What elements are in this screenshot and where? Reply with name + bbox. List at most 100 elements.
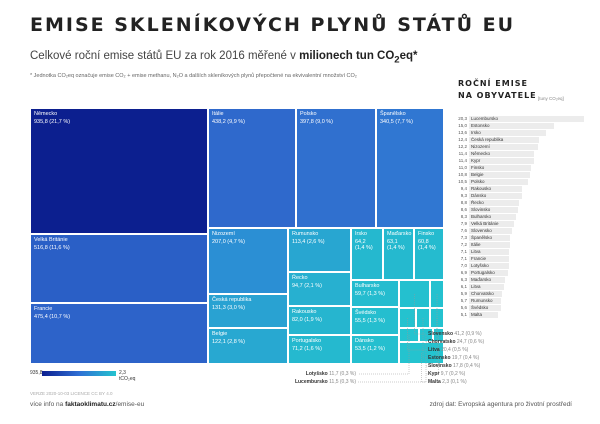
callout-value: 17,8 (0,4 %) [453, 363, 480, 369]
per-capita-row: 5,7 Rumunsko [458, 297, 588, 304]
per-capita-row: 7,2 Itálie [458, 241, 588, 248]
per-capita-value: 8,8 [458, 199, 467, 206]
treemap-tile: Rumunsko 113,4 (2,6 %) [288, 228, 351, 272]
per-capita-row: 12,4 Česká republika [458, 136, 588, 143]
treemap-tile [430, 308, 444, 328]
per-capita-country: Estonsko [471, 122, 490, 129]
tile-value-label: 53,5 (1,2 %) [355, 346, 385, 352]
treemap-tile: Česká republika 131,3 (3,0 %) [208, 294, 288, 328]
treemap-tile: Dánsko 53,5 (1,2 %) [351, 335, 399, 364]
per-capita-value: 6,1 [458, 283, 467, 290]
callout-country: Slovensko [428, 331, 454, 337]
callout-label: Chorvatsko 24,7 (0,6 %) [428, 339, 484, 345]
per-capita-row: 5,6 Švédsko [458, 304, 588, 311]
tile-country-name: Česká republika [212, 297, 251, 303]
per-capita-row: 7,6 Slovensko [458, 227, 588, 234]
treemap-tile [399, 280, 430, 308]
per-capita-country: Řecko [471, 199, 484, 206]
treemap-tile: Švédsko 55,5 (1,3 %) [351, 307, 399, 335]
tile-country-name: Itálie [212, 111, 224, 117]
per-capita-country: Malta [471, 311, 482, 318]
per-capita-value: 8,6 [458, 206, 467, 213]
treemap-tile: Polsko 397,8 (9,0 %) [296, 108, 376, 228]
per-capita-country: Irsko [471, 129, 481, 136]
callout-country: Litva [428, 347, 441, 353]
per-capita-title: ROČNÍ EMISE NA OBYVATELE [458, 78, 537, 102]
tile-country-name: Španělsko [380, 111, 406, 117]
legend-max-label: 935,8 [30, 370, 43, 376]
per-capita-country: Itálie [471, 241, 481, 248]
per-capita-row: 7,1 Francie [458, 255, 588, 262]
per-capita-value: 11,0 [458, 164, 467, 171]
per-capita-value: 5,6 [458, 304, 467, 311]
callout-country: Estonsko [428, 355, 452, 361]
tile-country-name: Belgie [212, 331, 227, 337]
per-capita-row: 7,0 Lotyšsko [458, 262, 588, 269]
tile-share-part: (1,4 %) [355, 245, 373, 251]
per-capita-value: 8,3 [458, 213, 467, 220]
version-label: VERZE 2020-10-03 LICENCE CC BY 4.0 [30, 391, 112, 396]
treemap-tile: Španělsko 340,5 (7,7 %) [376, 108, 444, 228]
per-capita-value: 7,1 [458, 255, 467, 262]
callout-country: Malta [428, 379, 442, 385]
per-capita-row: 10,8 Belgie [458, 171, 588, 178]
per-capita-country: Litva [471, 248, 481, 255]
tile-value-label: 64,2 (1,4 %) [355, 239, 373, 251]
per-capita-unit: [tuny CO₂eq] [538, 96, 564, 101]
per-capita-value: 7,9 [458, 220, 467, 227]
per-capita-country: Polsko [471, 178, 485, 185]
per-capita-row: 13,6 Irsko [458, 129, 588, 136]
per-capita-value: 12,2 [458, 143, 467, 150]
tile-value-label: 60,8 (1,4 %) [418, 239, 436, 251]
tile-value-label: 207,0 (4,7 %) [212, 239, 245, 245]
tile-country-name: Finsko [418, 231, 434, 237]
per-capita-country: Litva [471, 283, 481, 290]
tile-country-name: Rumunsko [292, 231, 318, 237]
data-source: zdroj dat: Evropská agentura pro životní… [430, 401, 572, 408]
callout-label: Estonsko 19,7 (0,4 %) [428, 355, 479, 361]
per-capita-value: 12,4 [458, 136, 467, 143]
tile-country-name: Nizozemí [212, 231, 235, 237]
tile-country-name: Portugalsko [292, 338, 321, 344]
callout-country: Chorvatsko [428, 339, 457, 345]
per-capita-row: 6,3 Maďarsko [458, 276, 588, 283]
callout-label: Malta 2,3 (0,1 %) [428, 379, 467, 385]
callout-value: 20,4 (0,5 %) [441, 347, 468, 353]
tile-value-label: 131,3 (3,0 %) [212, 305, 245, 311]
per-capita-value: 9,4 [458, 185, 467, 192]
callout-country: Slovinsko [428, 363, 453, 369]
tile-country-name: Švédsko [355, 310, 376, 316]
per-capita-row: 12,2 Nizozemí [458, 143, 588, 150]
per-capita-value: 6,9 [458, 269, 467, 276]
page-title: EMISE SKLENÍKOVÝCH PLYNŮ STÁTŮ EU [30, 14, 515, 36]
treemap-tile [416, 308, 430, 328]
per-capita-country: Slovinsko [471, 206, 490, 213]
per-capita-value: 5,1 [458, 311, 467, 318]
per-capita-value: 20,3 [458, 115, 467, 122]
per-capita-value: 9,3 [458, 192, 467, 199]
tile-country-name: Irsko [355, 231, 367, 237]
per-capita-row: 5,1 Malta [458, 311, 588, 318]
treemap-tile: Itálie 438,2 (9,9 %) [208, 108, 296, 228]
per-capita-country: Finsko [471, 164, 484, 171]
tile-value-label: 438,2 (9,9 %) [212, 119, 245, 125]
per-capita-country: Velká Británie [471, 220, 499, 227]
emissions-treemap: Německo 935,8 (21,7 %) Velká Británie 516,8… [30, 108, 444, 364]
treemap-tile: Belgie 122,1 (2,8 %) [208, 328, 288, 364]
credit-link[interactable]: více info na faktaoklimatu.cz/emise-eu [30, 401, 144, 408]
callout-label: Slovensko 41,2 (0,9 %) [428, 331, 482, 337]
treemap-tile: Rakousko 82,0 (1,9 %) [288, 306, 351, 335]
footnote: * Jednotka CO₂eq označuje emise CO₂ + em… [30, 73, 357, 79]
treemap-tile: Maďarsko 63,1 (1,4 %) [383, 228, 414, 280]
tile-country-name: Velká Británie [34, 237, 68, 243]
per-capita-value: 11,4 [458, 150, 467, 157]
per-capita-country: Chorvatsko [471, 290, 494, 297]
callout-label: Slovinsko 17,8 (0,4 %) [428, 363, 480, 369]
legend-gradient [42, 371, 116, 376]
per-capita-country: Francie [471, 255, 486, 262]
per-capita-row: 11,4 Kypr [458, 157, 588, 164]
per-capita-row: 11,4 Německo [458, 150, 588, 157]
tile-country-name: Dánsko [355, 338, 374, 344]
tile-country-name: Maďarsko [387, 231, 411, 237]
per-capita-row: 11,0 Finsko [458, 164, 588, 171]
